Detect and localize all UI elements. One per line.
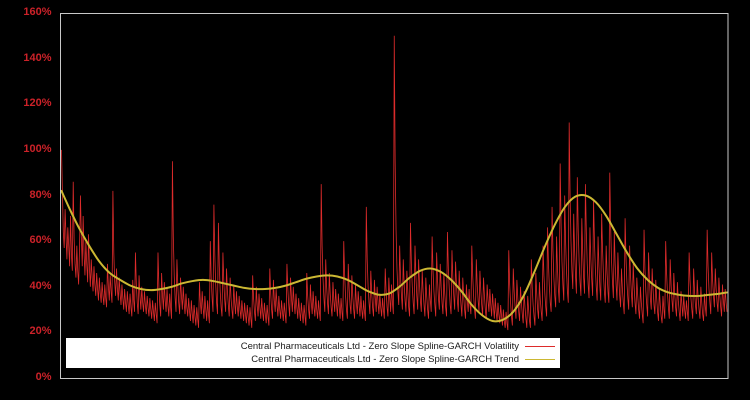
y-tick-label: 0% [35, 371, 52, 383]
y-tick-label: 40% [29, 279, 52, 292]
legend-entry: Central Pharmaceuticals Ltd - Zero Slope… [66, 340, 560, 353]
y-tick-label: 60% [29, 234, 52, 247]
y-tick-label: 80% [29, 188, 52, 201]
legend-entry-label: Central Pharmaceuticals Ltd - Zero Slope… [240, 341, 519, 352]
legend-swatch-volatility [525, 346, 555, 347]
y-tick-label: 120% [23, 97, 52, 110]
series-trend-line [60, 189, 728, 323]
y-tick-label: 140% [23, 51, 52, 64]
y-tick-label: 100% [23, 142, 52, 155]
chart-legend: Central Pharmaceuticals Ltd - Zero Slope… [66, 338, 560, 368]
series-volatility-line [61, 35, 728, 331]
legend-entry-label: Central Pharmaceuticals Ltd - Zero Slope… [251, 354, 519, 365]
legend-entry: Central Pharmaceuticals Ltd - Zero Slope… [66, 353, 560, 366]
y-tick-label: 160% [23, 6, 52, 18]
axis-spines [60, 13, 729, 379]
y-tick-label: 20% [29, 325, 52, 338]
legend-swatch-trend [525, 359, 555, 360]
